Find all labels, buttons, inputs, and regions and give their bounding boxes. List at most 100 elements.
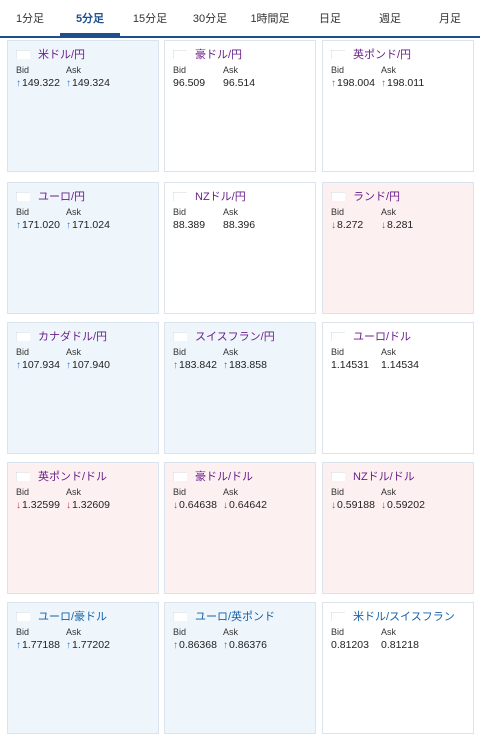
candlestick-chart[interactable] bbox=[331, 521, 468, 589]
currency-pair-title[interactable]: 1.3281.3271.3261.32515:0516:0517:05 英ポンド… bbox=[15, 469, 154, 540]
arrow-up-icon: ↑ bbox=[16, 78, 21, 89]
currency-card[interactable]: 0.8130.81215:0516:0517:05 米ドル/スイスフラン Bid… bbox=[322, 602, 474, 734]
currency-pair-title[interactable]: 171170.515:0516:0517:05 ユーロ/円 bbox=[15, 189, 154, 260]
currency-card[interactable]: 149.514915:0516:0517:05 米ドル/円 Bid Ask ↑14… bbox=[7, 40, 159, 172]
currency-pair-title[interactable]: 1.7721.771.76815:0516:0517:05 ユーロ/豪ドル bbox=[15, 609, 154, 680]
chart-background bbox=[330, 331, 469, 400]
price-values: 88.389 88.396 bbox=[173, 219, 255, 231]
ask-label: Ask bbox=[223, 487, 239, 497]
tab-3[interactable]: 30分足 bbox=[192, 13, 228, 25]
currency-card[interactable]: 198197.515:0516:0517:05 英ポンド/円 Bid Ask ↑1… bbox=[322, 40, 474, 172]
flag-gb-icon: 198197.515:0516:0517:05 bbox=[330, 48, 469, 118]
currency-pair-title[interactable]: 198197.515:0516:0517:05 英ポンド/円 bbox=[330, 47, 469, 118]
bid-value: ↓0.64638 bbox=[173, 499, 217, 511]
tab-2[interactable]: 15分足 bbox=[132, 13, 168, 25]
flag-ca-icon: 108.2108107.815:0516:0517:05 bbox=[15, 331, 154, 400]
currency-pair-title[interactable]: 184183.518315:0516:0517:05 スイスフラン/円 bbox=[172, 329, 311, 400]
arrow-down-icon: ↓ bbox=[381, 220, 386, 231]
tab-5[interactable]: 日足 bbox=[319, 13, 341, 25]
currency-card[interactable]: 0.8630.86215:0516:0517:05 ユーロ/英ポンド Bid As… bbox=[164, 602, 316, 734]
currency-pair-title[interactable]: 88.688.488.215:0516:0517:05 NZドル/円 bbox=[172, 189, 311, 260]
arrow-down-icon: ↓ bbox=[173, 500, 178, 511]
candlestick-chart[interactable] bbox=[331, 381, 468, 449]
candlestick-chart[interactable] bbox=[16, 521, 153, 589]
currency-card[interactable]: 171170.515:0516:0517:05 ユーロ/円 Bid Ask ↑17… bbox=[7, 182, 159, 314]
chart-background bbox=[172, 331, 311, 400]
price-labels: Bid Ask bbox=[16, 207, 81, 217]
candlestick-chart[interactable] bbox=[173, 381, 310, 449]
currency-card[interactable]: 184183.518315:0516:0517:05 スイスフラン/円 Bid A… bbox=[164, 322, 316, 454]
candlestick-chart[interactable] bbox=[173, 521, 310, 589]
bid-label: Bid bbox=[173, 65, 187, 75]
currency-pair-title[interactable]: 0.64750.6470.64650.64615:0516:0517:05 豪ド… bbox=[172, 469, 311, 540]
currency-pair-title[interactable]: 96.696.496.215:0516:0517:05 豪ドル/円 bbox=[172, 47, 311, 118]
currency-card[interactable]: 1.1461.1451.1441.14315:0516:0517:05 ユーロ/… bbox=[322, 322, 474, 454]
currency-card[interactable]: 96.696.496.215:0516:0517:05 豪ドル/円 Bid Ask… bbox=[164, 40, 316, 172]
pair-name: NZドル/円 bbox=[195, 191, 246, 203]
flag-eu-icon: 1.1461.1451.1441.14315:0516:0517:05 bbox=[330, 331, 469, 400]
currency-card[interactable]: 1.7721.771.76815:0516:0517:05 ユーロ/豪ドル Bi… bbox=[7, 602, 159, 734]
tab-6[interactable]: 週足 bbox=[379, 13, 401, 25]
tab-0[interactable]: 1分足 bbox=[15, 13, 45, 25]
bid-value: ↓8.272 bbox=[331, 219, 364, 231]
price-values: ↑198.004 ↑198.011 bbox=[331, 77, 424, 89]
flag-au-icon: 0.64750.6470.64650.64615:0516:0517:05 bbox=[172, 471, 311, 540]
candlestick-chart[interactable] bbox=[173, 99, 310, 167]
currency-pair-title[interactable]: 108.2108107.815:0516:0517:05 カナダドル/円 bbox=[15, 329, 154, 400]
bid-value: ↓1.32599 bbox=[16, 499, 60, 511]
flag-us-icon: 149.514915:0516:0517:05 bbox=[15, 49, 154, 118]
pair-name: 豪ドル/円 bbox=[195, 49, 243, 61]
candlestick-chart[interactable] bbox=[331, 99, 468, 167]
tab-4[interactable]: 1時間足 bbox=[250, 13, 290, 25]
ask-value: ↑183.858 bbox=[223, 359, 267, 371]
currency-card[interactable]: 1.3281.3271.3261.32515:0516:0517:05 英ポンド… bbox=[7, 462, 159, 594]
arrow-up-icon: ↑ bbox=[173, 360, 178, 371]
currency-pair-title[interactable]: 1.1461.1451.1441.14315:0516:0517:05 ユーロ/… bbox=[330, 329, 469, 400]
price-labels: Bid Ask bbox=[173, 207, 238, 217]
currency-pair-title[interactable]: 0.8130.81215:0516:0517:05 米ドル/スイスフラン bbox=[330, 609, 469, 680]
currency-pair-title[interactable]: 8.328.38.2815:0516:0517:05 ランド/円 bbox=[330, 189, 469, 260]
price-values: 96.509 96.514 bbox=[173, 77, 255, 89]
bid-value: ↑1.77188 bbox=[16, 639, 60, 651]
bid-value: ↑183.842 bbox=[173, 359, 217, 371]
price-values: ↓1.32599 ↓1.32609 bbox=[16, 499, 110, 511]
tab-1[interactable]: 5分足 bbox=[60, 0, 120, 36]
bid-label: Bid bbox=[331, 347, 345, 357]
chart-background bbox=[15, 49, 154, 118]
currency-card[interactable]: 8.328.38.2815:0516:0517:05 ランド/円 BidAsk … bbox=[322, 182, 474, 314]
flag-nz-icon: 0.5930.59215:0516:0517:05 bbox=[330, 471, 469, 540]
candlestick-chart[interactable] bbox=[173, 241, 310, 309]
ask-value: ↑149.324 bbox=[66, 77, 110, 89]
arrow-down-icon: ↓ bbox=[16, 500, 21, 511]
price-values: 1.14531 1.14534 bbox=[331, 359, 419, 371]
arrow-up-icon: ↑ bbox=[16, 220, 21, 231]
tab-7[interactable]: 月足 bbox=[439, 13, 461, 25]
candlestick-chart[interactable] bbox=[16, 381, 153, 449]
bid-label: Bid bbox=[173, 347, 187, 357]
ask-value: ↓0.59202 bbox=[381, 499, 425, 511]
currency-pair-title[interactable]: 149.514915:0516:0517:05 米ドル/円 bbox=[15, 47, 154, 118]
candlestick-chart[interactable] bbox=[16, 241, 153, 309]
pair-name: 英ポンド/ドル bbox=[38, 471, 108, 483]
candlestick-chart[interactable] bbox=[16, 661, 153, 729]
chart-background bbox=[330, 49, 469, 118]
price-values: ↑1.77188 ↑1.77202 bbox=[16, 639, 110, 651]
currency-pair-title[interactable]: 0.5930.59215:0516:0517:05 NZドル/ドル bbox=[330, 469, 469, 540]
currency-card[interactable]: 108.2108107.815:0516:0517:05 カナダドル/円 Bid… bbox=[7, 322, 159, 454]
currency-card[interactable]: 0.5930.59215:0516:0517:05 NZドル/ドル Bid Ask… bbox=[322, 462, 474, 594]
arrow-down-icon: ↓ bbox=[223, 500, 228, 511]
currency-card[interactable]: 0.64750.6470.64650.64615:0516:0517:05 豪ド… bbox=[164, 462, 316, 594]
candlestick-chart[interactable] bbox=[16, 99, 153, 167]
ask-value: ↑1.77202 bbox=[66, 639, 110, 651]
candlestick-chart[interactable] bbox=[173, 661, 310, 729]
ask-label: Ask bbox=[223, 65, 239, 75]
bid-value: ↑171.020 bbox=[16, 219, 60, 231]
candlestick-chart[interactable] bbox=[331, 241, 468, 309]
candlestick-chart[interactable] bbox=[331, 661, 468, 729]
arrow-up-icon: ↑ bbox=[381, 78, 386, 89]
flag-za-icon: 8.328.38.2815:0516:0517:05 bbox=[330, 191, 469, 260]
flag-nz-icon: 88.688.488.215:0516:0517:05 bbox=[172, 191, 311, 260]
currency-pair-title[interactable]: 0.8630.86215:0516:0517:05 ユーロ/英ポンド bbox=[172, 609, 311, 680]
currency-card[interactable]: 88.688.488.215:0516:0517:05 NZドル/円 Bid As… bbox=[164, 182, 316, 314]
price-labels: Bid Ask bbox=[331, 487, 396, 497]
